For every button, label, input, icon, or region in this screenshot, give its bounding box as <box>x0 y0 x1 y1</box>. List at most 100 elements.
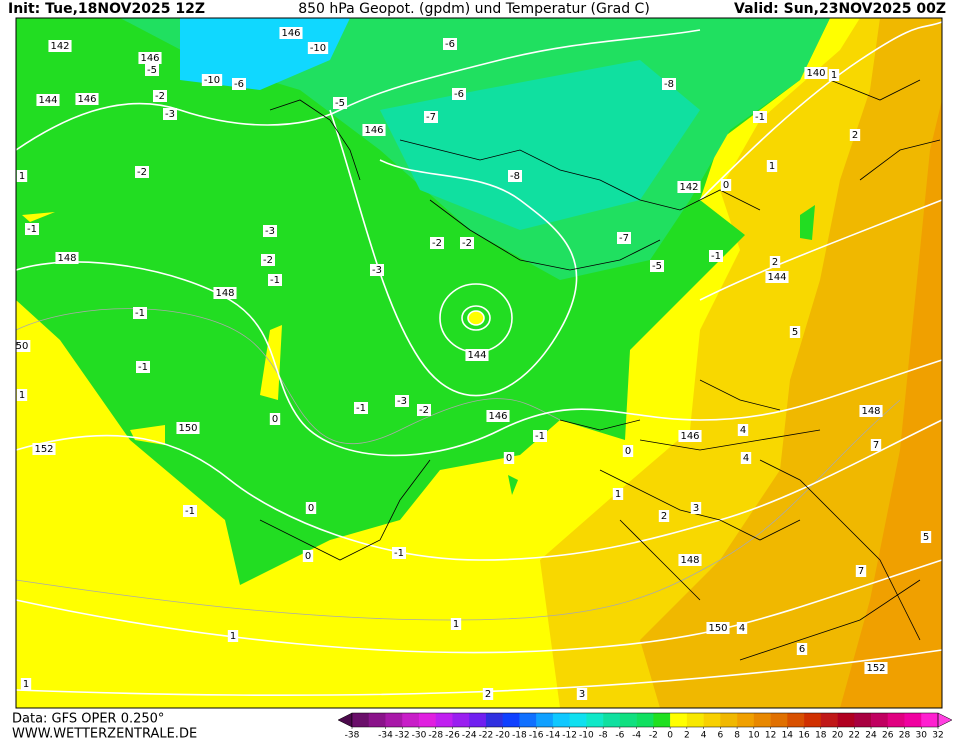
colorbar-tick-label: 24 <box>865 731 877 741</box>
contour-label: 146 <box>488 411 507 422</box>
contour-label-box <box>55 252 79 264</box>
contour-label-box <box>354 402 368 414</box>
warmer-region <box>640 18 942 708</box>
contour-label-box <box>263 225 277 237</box>
contour-label-box <box>36 94 60 106</box>
colorbar-swatch <box>519 713 537 727</box>
contour-label: 144 <box>767 272 786 283</box>
contour-label-box <box>417 404 431 416</box>
colorbar-tick-label: 28 <box>899 731 911 741</box>
contour-label-box <box>789 326 801 338</box>
contour-label: -2 <box>419 405 429 416</box>
contour-label: 0 <box>272 414 278 425</box>
colorbar-swatch <box>737 713 755 727</box>
colorbar-swatch <box>820 713 838 727</box>
colorbar-arrow <box>937 712 953 728</box>
colorbar-swatch <box>887 713 905 727</box>
contour-label-box <box>25 223 39 235</box>
contour-label-box <box>662 78 676 90</box>
colorbar-swatch <box>418 713 437 727</box>
map-frame <box>15 17 943 709</box>
contour-label-box <box>232 78 246 90</box>
temperature-contour <box>15 399 901 621</box>
contour-label: -3 <box>372 265 382 276</box>
contour-label-box <box>533 430 547 442</box>
colorbar-swatch <box>804 713 822 727</box>
contour-label: 148 <box>861 406 880 417</box>
contour-label: -6 <box>445 39 455 50</box>
contour-label-box <box>870 439 882 451</box>
colorbar-tick-label: -28 <box>428 731 443 741</box>
colorbar-swatch <box>703 713 721 727</box>
colorbar-swatch <box>402 713 420 727</box>
contour-label: 140 <box>806 68 825 79</box>
colorbar-tick-label: 6 <box>717 731 723 741</box>
contour-label-box <box>395 395 409 407</box>
contour-label-box <box>136 361 150 373</box>
contour-label: 2 <box>661 511 667 522</box>
colorbar-swatch <box>452 713 470 727</box>
contour-label-box <box>576 688 588 700</box>
colorbar-swatch <box>837 713 855 727</box>
contour-label: 2 <box>852 130 858 141</box>
colorbar-swatch <box>502 713 520 727</box>
contour-label: -7 <box>426 112 436 123</box>
contour-label: 3 <box>579 689 585 700</box>
contour-label-box <box>269 413 281 425</box>
low-center <box>467 310 485 326</box>
contour-label: 146 <box>140 53 159 64</box>
contour-label: 0 <box>723 180 729 191</box>
contour-label-box <box>486 410 510 422</box>
contour-label-box <box>307 42 329 54</box>
contour-label-box <box>362 124 386 136</box>
colorbar-swatch <box>469 713 487 727</box>
contour-label-box <box>706 622 730 634</box>
contour-label: 0 <box>308 503 314 514</box>
contour-label-box <box>268 274 282 286</box>
colorbar-tick-label: 22 <box>849 731 860 741</box>
colorbar-tick-label: -6 <box>615 731 624 741</box>
valid-time: Valid: Sun,23NOV2025 00Z <box>734 1 946 17</box>
contour-label: -3 <box>165 109 175 120</box>
contour-label: -10 <box>310 43 326 54</box>
contour-label: 1 <box>769 161 775 172</box>
contour-label: -2 <box>432 238 442 249</box>
contour-label: -1 <box>356 403 366 414</box>
contour-label: 3 <box>693 503 699 514</box>
contour-label: 5 <box>792 327 798 338</box>
contour-label: 4 <box>743 453 749 464</box>
contour-label: -8 <box>664 79 674 90</box>
contour-label: -2 <box>155 91 165 102</box>
contour-label: 142 <box>679 182 698 193</box>
colorbar-swatch <box>770 713 788 727</box>
contour-label-box <box>677 181 701 193</box>
contour-label-box <box>709 250 723 262</box>
contour-label-box <box>737 424 749 436</box>
contour-label-box <box>32 443 56 455</box>
contour-label: 0 <box>625 446 631 457</box>
contour-label: 2 <box>772 257 778 268</box>
contour-label-box <box>855 565 867 577</box>
coldest-region <box>180 18 350 90</box>
contour-label: 146 <box>364 125 383 136</box>
contour-label-box <box>796 643 808 655</box>
colorbar-tick-label: 14 <box>782 731 794 741</box>
contour-label: -1 <box>394 548 404 559</box>
contour-label: 146 <box>77 94 96 105</box>
colorbar-swatch <box>536 713 554 727</box>
contour-label-box <box>75 93 99 105</box>
contour-label-box <box>804 67 828 79</box>
colorbar-tick-label: -22 <box>479 731 494 741</box>
contour-label-box <box>163 108 177 120</box>
colorbar-swatch <box>653 713 671 727</box>
colorbar-tick-label: -38 <box>345 731 360 741</box>
contour-label-box <box>450 618 462 630</box>
contour-label: 4 <box>740 425 746 436</box>
contour-label-box <box>16 389 28 401</box>
geopotential-contour <box>699 21 943 301</box>
colorbar-tick-label: 30 <box>916 731 928 741</box>
contour-label-box <box>48 40 72 52</box>
contour-label-box <box>13 340 31 352</box>
colorbar-tick-label: 12 <box>765 731 776 741</box>
